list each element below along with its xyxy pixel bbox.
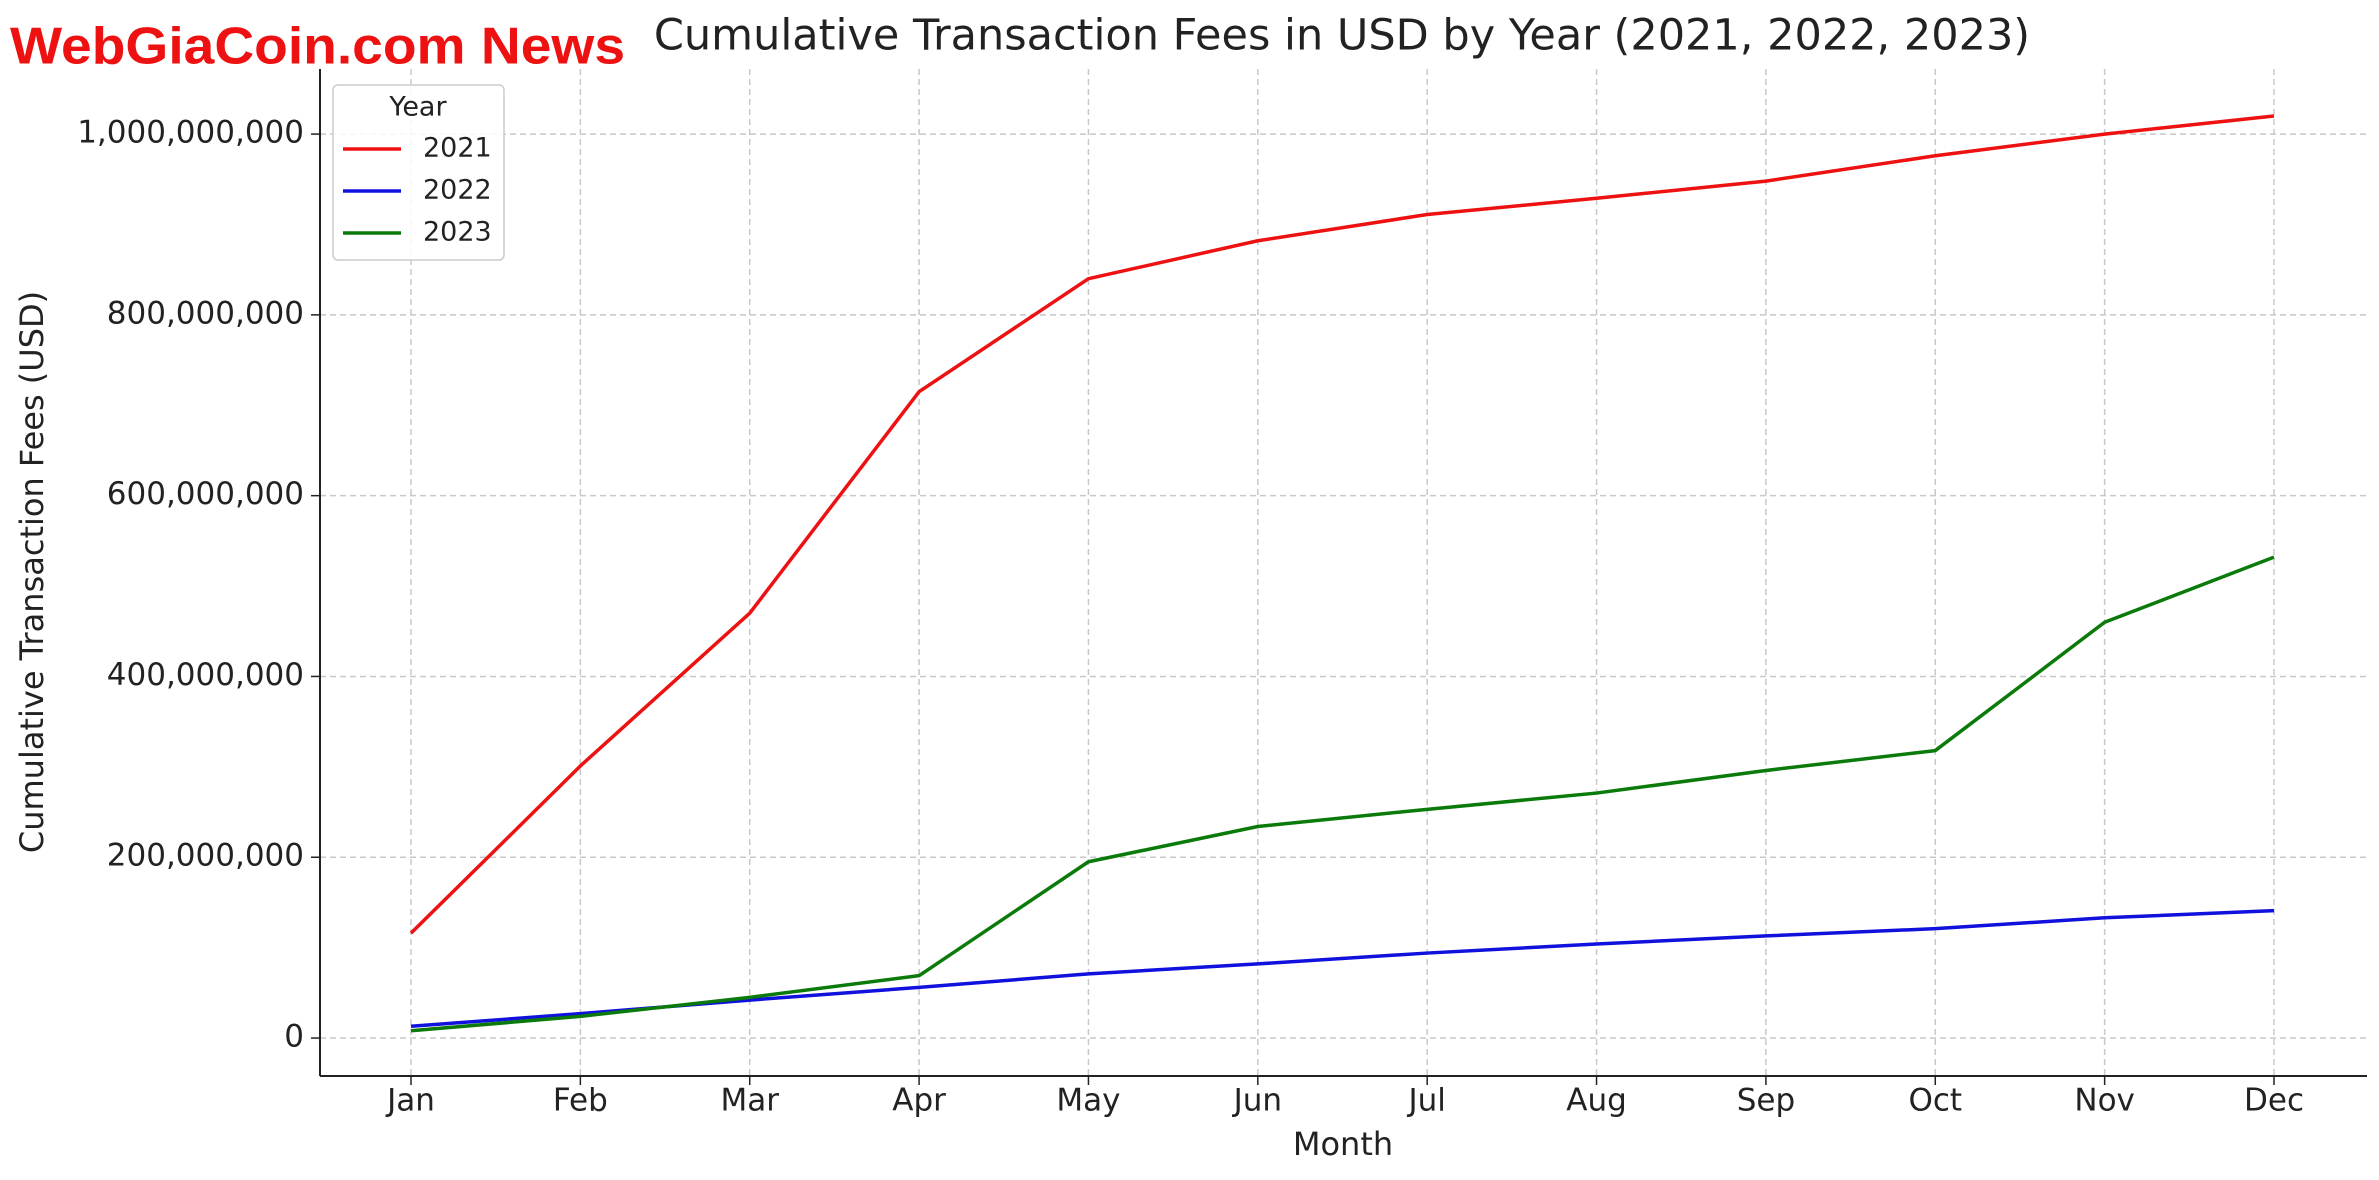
x-tick-label: Jan [385,1083,435,1119]
watermark: WebGiaCoin.com News [10,18,625,76]
line-series [410,555,2275,1033]
legend-label: 2023 [423,217,492,248]
legend-box [332,84,505,261]
y-axis-label: Cumulative Transaction Fees (USD) [13,291,51,853]
x-tick-label: Feb [553,1083,608,1119]
legend-label: 2022 [423,175,492,206]
x-tick-label: Aug [1566,1083,1627,1119]
x-tick-label: Apr [892,1083,946,1119]
x-tick-label: May [1056,1083,1120,1119]
legend-label: 2021 [423,133,492,164]
x-tick-label: Nov [2074,1083,2135,1119]
x-tick-label: Jul [1406,1083,1445,1119]
x-axis-label: Month [1293,1125,1393,1163]
y-tick-label: 400,000,000 [107,657,304,693]
y-tick-label: 200,000,000 [107,838,304,874]
grid [320,69,2367,1076]
x-tick-label: Dec [2244,1083,2304,1119]
y-tick-label: 1,000,000,000 [77,115,304,151]
x-tick-label: Sep [1737,1083,1795,1119]
x-tick-label: Jun [1232,1083,1282,1119]
line-series [410,908,2275,1029]
chart-title: Cumulative Transaction Fees in USD by Ye… [654,11,2030,61]
x-tick-label: Oct [1908,1083,1962,1119]
legend-title: Year [388,92,447,123]
x-tick-label: Mar [720,1083,779,1119]
y-tick-label: 600,000,000 [107,476,304,512]
y-tick-label: 800,000,000 [107,295,304,331]
line-series [409,114,2275,935]
y-tick-label: 0 [284,1019,304,1055]
legend: Year 2021 2022 2023 [332,84,505,261]
